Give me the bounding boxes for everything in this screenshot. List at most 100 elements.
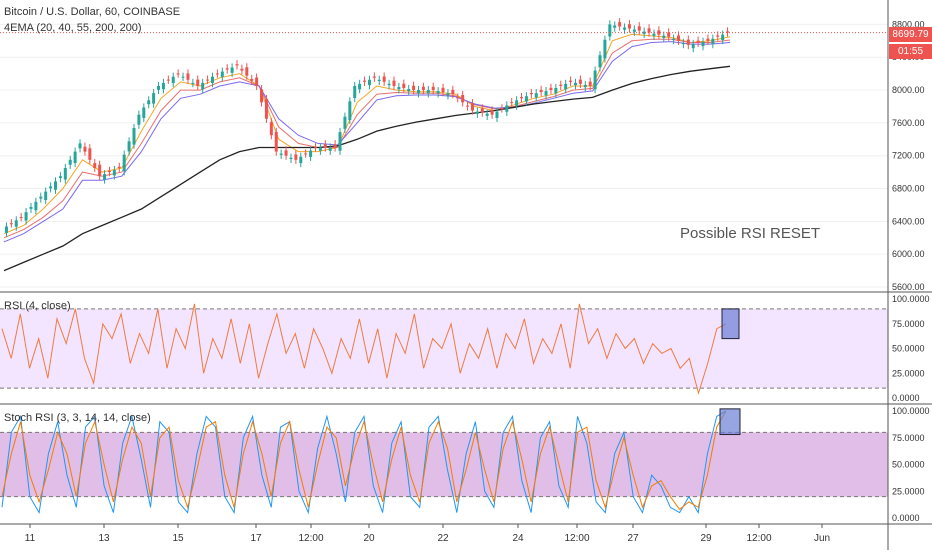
candle-body xyxy=(358,83,362,90)
indicator-tick-label: 0.0000 xyxy=(892,513,920,523)
candle-body xyxy=(402,83,406,89)
candle-body xyxy=(529,92,533,95)
time-tick-label: 22 xyxy=(437,533,449,544)
candle-body xyxy=(117,166,121,169)
candle-body xyxy=(161,82,165,90)
candle-body xyxy=(299,156,303,164)
time-tick-label: 17 xyxy=(250,533,262,544)
candle-body xyxy=(603,39,607,59)
stoch-pane-label: Stoch RSI (3, 3, 14, 14, close) xyxy=(4,412,151,424)
candle-body xyxy=(103,174,107,180)
candle-body xyxy=(4,226,8,233)
candle-body xyxy=(627,24,631,29)
candle-body xyxy=(647,28,651,33)
candle-body xyxy=(667,32,671,37)
candle-body xyxy=(68,159,72,165)
candle-body xyxy=(264,99,268,119)
candle-body xyxy=(333,144,337,148)
candle-body xyxy=(451,89,455,95)
candle-body xyxy=(642,31,646,34)
candle-body xyxy=(681,42,685,45)
candle-body xyxy=(49,186,53,189)
time-tick-label: 20 xyxy=(363,533,375,544)
indicator-tick-label: 50.0000 xyxy=(892,344,925,354)
candle-body xyxy=(147,100,151,105)
candle-body xyxy=(564,83,568,90)
candle-body xyxy=(274,131,278,152)
price-tick-label: 8000.00 xyxy=(892,85,925,95)
candle-body xyxy=(701,41,705,47)
candle-body xyxy=(127,141,131,152)
candle-body xyxy=(255,77,259,86)
candle-body xyxy=(157,85,161,90)
candle-body xyxy=(618,22,622,27)
candle-body xyxy=(696,40,700,43)
candle-body xyxy=(142,107,146,118)
candle-body xyxy=(407,89,411,92)
candle-body xyxy=(34,201,38,211)
candle-body xyxy=(583,84,587,88)
time-tick-label: 24 xyxy=(512,533,524,544)
candle-body xyxy=(83,146,87,152)
price-tick-label: 7200.00 xyxy=(892,151,925,161)
candle-body xyxy=(495,111,499,118)
candle-body xyxy=(721,34,725,41)
time-tick-label: Jun xyxy=(814,533,830,544)
candle-body xyxy=(466,105,470,107)
rsi-highlight-box xyxy=(721,308,740,340)
candle-body xyxy=(323,144,327,148)
time-tick-label: 12:00 xyxy=(298,533,323,544)
candle-body xyxy=(240,68,244,71)
candle-body xyxy=(171,76,175,84)
candle-body xyxy=(593,70,597,90)
candle-body xyxy=(54,181,58,190)
candle-body xyxy=(676,35,680,41)
candle-body xyxy=(186,73,190,80)
candle-body xyxy=(446,93,450,96)
price-series xyxy=(0,18,888,272)
candle-body xyxy=(29,206,33,209)
candle-body xyxy=(657,30,661,35)
candle-body xyxy=(377,79,381,82)
candle-body xyxy=(132,128,136,145)
candle-body xyxy=(436,91,440,94)
candle-body xyxy=(318,147,322,151)
last-price-tag: 8699.79 xyxy=(889,27,932,42)
candle-body xyxy=(520,97,524,99)
grid-lines xyxy=(0,23,888,288)
candle-body xyxy=(613,25,617,28)
indicator-tick-label: 25.0000 xyxy=(892,486,925,496)
indicator-label: 4EMA (20, 40, 55, 200, 200) xyxy=(4,22,142,34)
candle-body xyxy=(637,26,641,31)
series-rsi xyxy=(1,303,727,395)
candle-body xyxy=(269,122,273,136)
candle-body xyxy=(338,132,342,151)
series-ema20 xyxy=(3,33,731,235)
candle-body xyxy=(260,89,264,103)
candle-body xyxy=(353,85,357,99)
series-stoch-k xyxy=(1,410,727,515)
price-tick-label: 6800.00 xyxy=(892,184,925,194)
time-tick-label: 11 xyxy=(25,533,36,544)
candle-body xyxy=(387,83,391,86)
candle-body xyxy=(191,82,195,84)
stoch-highlight-box xyxy=(719,408,741,436)
price-tick-label: 8800.00 xyxy=(892,19,925,29)
candle-body xyxy=(313,147,317,149)
candle-body xyxy=(367,79,371,86)
candle-body xyxy=(9,223,13,225)
time-tick-label: 12:00 xyxy=(746,533,771,544)
candle-body xyxy=(245,67,249,76)
candle-body xyxy=(58,176,62,179)
chart-title: Bitcoin / U.S. Dollar, 60, COINBASE xyxy=(4,6,181,18)
candle-body xyxy=(623,27,627,30)
price-tick-label: 5600.00 xyxy=(892,282,925,292)
candle-body xyxy=(706,38,710,41)
candle-body xyxy=(14,220,18,227)
candle-body xyxy=(456,97,460,99)
highlight-marks xyxy=(719,308,741,436)
candle-body xyxy=(93,163,97,169)
